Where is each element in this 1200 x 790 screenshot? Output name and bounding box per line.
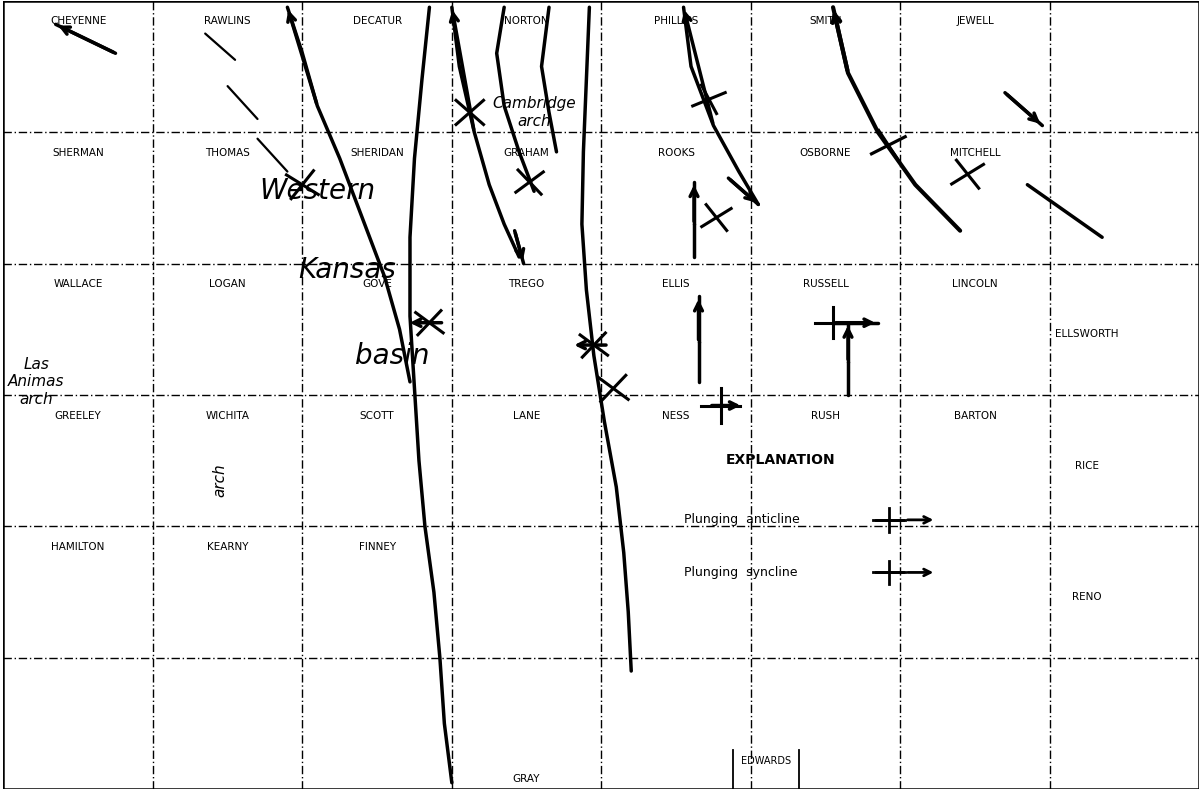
Text: LANE: LANE [512, 411, 540, 421]
Text: CHEYENNE: CHEYENNE [50, 17, 107, 27]
Text: WICHITA: WICHITA [205, 411, 250, 421]
Text: MITCHELL: MITCHELL [949, 148, 1001, 158]
Text: BARTON: BARTON [954, 411, 996, 421]
Text: RICE: RICE [1075, 461, 1099, 471]
Text: GRAY: GRAY [512, 773, 540, 784]
Text: EXPLANATION: EXPLANATION [726, 453, 835, 468]
Text: ELLIS: ELLIS [662, 280, 690, 289]
Text: SHERMAN: SHERMAN [53, 148, 104, 158]
Text: LINCOLN: LINCOLN [953, 280, 998, 289]
Text: Western: Western [259, 177, 376, 205]
Text: SMITH: SMITH [809, 17, 842, 27]
Text: Plunging  syncline: Plunging syncline [684, 566, 797, 579]
Text: OSBORNE: OSBORNE [800, 148, 851, 158]
Text: ELLSWORTH: ELLSWORTH [1056, 329, 1118, 339]
Text: RAWLINS: RAWLINS [204, 17, 251, 27]
Text: RUSH: RUSH [811, 411, 840, 421]
Text: THOMAS: THOMAS [205, 148, 250, 158]
Text: WALLACE: WALLACE [54, 280, 103, 289]
Text: ROOKS: ROOKS [658, 148, 695, 158]
Text: DECATUR: DECATUR [353, 17, 402, 27]
Text: RENO: RENO [1073, 592, 1102, 602]
Text: KEARNY: KEARNY [206, 542, 248, 552]
Text: Las
Animas
arch: Las Animas arch [8, 357, 65, 407]
Text: GOVE: GOVE [362, 280, 392, 289]
Text: NORTON: NORTON [504, 17, 548, 27]
Text: SCOTT: SCOTT [360, 411, 395, 421]
Text: Cambridge
arch: Cambridge arch [492, 96, 576, 129]
Text: NESS: NESS [662, 411, 690, 421]
Text: FINNEY: FINNEY [359, 542, 396, 552]
Text: LOGAN: LOGAN [209, 280, 246, 289]
Text: EDWARDS: EDWARDS [740, 756, 791, 766]
Text: basin: basin [355, 341, 430, 370]
Text: Plunging  anticline: Plunging anticline [684, 514, 799, 526]
Text: RUSSELL: RUSSELL [803, 280, 848, 289]
Text: GREELEY: GREELEY [55, 411, 102, 421]
Text: TREGO: TREGO [509, 280, 545, 289]
Text: HAMILTON: HAMILTON [52, 542, 104, 552]
Text: GRAHAM: GRAHAM [504, 148, 550, 158]
Text: SHERIDAN: SHERIDAN [350, 148, 404, 158]
Text: PHILLIPS: PHILLIPS [654, 17, 698, 27]
Text: Kansas: Kansas [299, 256, 396, 284]
Text: JEWELL: JEWELL [956, 17, 994, 27]
Text: arch: arch [212, 464, 228, 497]
